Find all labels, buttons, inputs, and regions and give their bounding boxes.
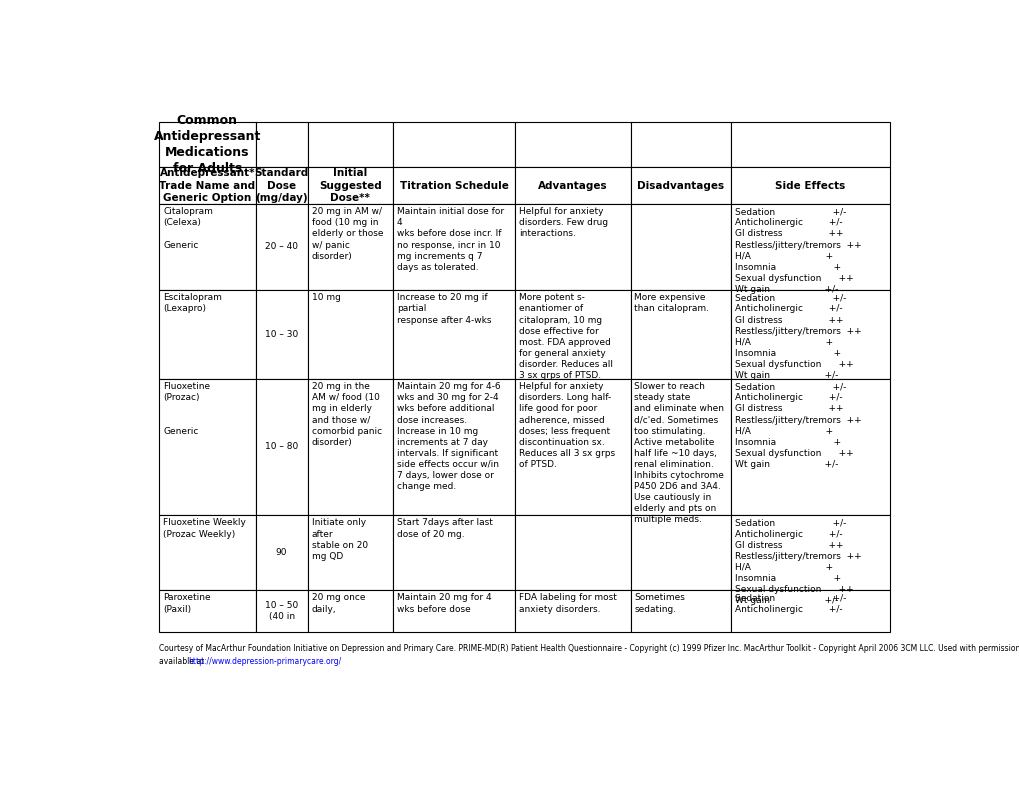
Text: Side Effects: Side Effects [774, 180, 845, 191]
Text: 10 – 50
(40 in: 10 – 50 (40 in [265, 600, 298, 621]
Bar [515, 590, 630, 631]
Text: Sedation                    +/-
Anticholinergic         +/-: Sedation +/- Anticholinergic +/- [734, 593, 845, 614]
Text: Fluoxetine
(Prozac)


Generic: Fluoxetine (Prozac) Generic [163, 382, 210, 436]
Bar [159, 379, 256, 515]
Bar [308, 122, 392, 167]
Bar [159, 203, 256, 290]
Text: FDA labeling for most
anxiety disorders.: FDA labeling for most anxiety disorders. [519, 593, 616, 614]
Text: Sometimes
sedating.: Sometimes sedating. [634, 593, 685, 614]
Text: 20 mg in AM w/
food (10 mg in
elderly or those
w/ panic
disorder): 20 mg in AM w/ food (10 mg in elderly or… [311, 207, 383, 261]
Bar [392, 290, 515, 379]
Text: Paroxetine
(Paxil): Paroxetine (Paxil) [163, 593, 211, 614]
Bar [515, 203, 630, 290]
Text: 10 mg: 10 mg [311, 293, 340, 303]
Text: Common
Antidepressant
Medications
for Adults: Common Antidepressant Medications for Ad… [154, 114, 261, 175]
Bar [515, 167, 630, 203]
Bar [392, 590, 515, 631]
Text: Escitalopram
(Lexapro): Escitalopram (Lexapro) [163, 293, 222, 314]
Bar [392, 379, 515, 515]
Text: Slower to reach
steady state
and eliminate when
d/c'ed. Sometimes
too stimulatin: Slower to reach steady state and elimina… [634, 382, 723, 525]
Bar [630, 590, 730, 631]
Text: Initial
Suggested
Dose**: Initial Suggested Dose** [319, 168, 381, 203]
Text: Start 7days after last
dose of 20 mg.: Start 7days after last dose of 20 mg. [396, 519, 492, 538]
Bar [159, 515, 256, 590]
Bar [515, 122, 630, 167]
Text: Titration Schedule: Titration Schedule [399, 180, 508, 191]
Text: Sedation                    +/-
Anticholinergic         +/-
GI distress         : Sedation +/- Anticholinergic +/- GI dist… [734, 382, 860, 469]
Bar [256, 515, 308, 590]
Text: Increase to 20 mg if
partial
response after 4-wks: Increase to 20 mg if partial response af… [396, 293, 491, 325]
Text: Maintain 20 mg for 4
wks before dose: Maintain 20 mg for 4 wks before dose [396, 593, 491, 614]
Bar [730, 167, 890, 203]
Text: Initiate only
after
stable on 20
mg QD: Initiate only after stable on 20 mg QD [311, 519, 367, 561]
Bar [308, 167, 392, 203]
Text: Sedation                    +/-
Anticholinergic         +/-
GI distress         : Sedation +/- Anticholinergic +/- GI dist… [734, 519, 860, 605]
Text: 10 – 30: 10 – 30 [265, 329, 298, 339]
Bar [630, 379, 730, 515]
Bar [256, 122, 308, 167]
Bar [308, 379, 392, 515]
Text: 20 mg once
daily,: 20 mg once daily, [311, 593, 365, 614]
Bar [256, 290, 308, 379]
Bar [630, 167, 730, 203]
Text: available at: available at [159, 657, 207, 666]
Text: 90: 90 [275, 548, 287, 557]
Bar [730, 515, 890, 590]
Text: Standard
Dose
(mg/day): Standard Dose (mg/day) [254, 168, 309, 203]
Text: Sedation                    +/-
Anticholinergic         +/-
GI distress         : Sedation +/- Anticholinergic +/- GI dist… [734, 207, 860, 294]
Bar [308, 515, 392, 590]
Bar [392, 122, 515, 167]
Text: http://www.depression-primarycare.org/: http://www.depression-primarycare.org/ [187, 657, 340, 666]
Text: Advantages: Advantages [538, 180, 607, 191]
Text: Maintain 20 mg for 4-6
wks and 30 mg for 2-4
wks before additional
dose increase: Maintain 20 mg for 4-6 wks and 30 mg for… [396, 382, 500, 491]
Text: Helpful for anxiety
disorders. Long half-
life good for poor
adherence, missed
d: Helpful for anxiety disorders. Long half… [519, 382, 614, 469]
Text: Citalopram
(Celexa)

Generic: Citalopram (Celexa) Generic [163, 207, 213, 250]
Text: Antidepressant*
Trade Name and
Generic Option: Antidepressant* Trade Name and Generic O… [159, 168, 255, 203]
Text: Helpful for anxiety
disorders. Few drug
interactions.: Helpful for anxiety disorders. Few drug … [519, 207, 608, 239]
Bar [308, 203, 392, 290]
Text: Fluoxetine Weekly
(Prozac Weekly): Fluoxetine Weekly (Prozac Weekly) [163, 519, 246, 538]
Bar [256, 590, 308, 631]
Bar [159, 122, 256, 167]
Bar [159, 590, 256, 631]
Bar [730, 590, 890, 631]
Text: More potent s-
enantiomer of
citalopram, 10 mg
dose effective for
most. FDA appr: More potent s- enantiomer of citalopram,… [519, 293, 612, 380]
Bar [256, 379, 308, 515]
Bar [730, 379, 890, 515]
Bar [256, 167, 308, 203]
Text: Disadvantages: Disadvantages [637, 180, 723, 191]
Bar [630, 203, 730, 290]
Bar [159, 167, 256, 203]
Bar [159, 290, 256, 379]
Bar [308, 290, 392, 379]
Bar [630, 122, 730, 167]
Text: Courtesy of MacArthur Foundation Initiative on Depression and Primary Care. PRIM: Courtesy of MacArthur Foundation Initiat… [159, 644, 1019, 652]
Bar [392, 203, 515, 290]
Bar [730, 290, 890, 379]
Bar [630, 290, 730, 379]
Text: 10 – 80: 10 – 80 [265, 442, 298, 452]
Bar [392, 515, 515, 590]
Text: Sedation                    +/-
Anticholinergic         +/-
GI distress         : Sedation +/- Anticholinergic +/- GI dist… [734, 293, 860, 380]
Bar [515, 515, 630, 590]
Text: Maintain initial dose for
4
wks before dose incr. If
no response, incr in 10
mg : Maintain initial dose for 4 wks before d… [396, 207, 503, 272]
Bar [392, 167, 515, 203]
Bar [630, 515, 730, 590]
Text: 20 mg in the
AM w/ food (10
mg in elderly
and those w/
comorbid panic
disorder): 20 mg in the AM w/ food (10 mg in elderl… [311, 382, 381, 447]
Bar [515, 379, 630, 515]
Bar [730, 203, 890, 290]
Bar [515, 290, 630, 379]
Text: More expensive
than citalopram.: More expensive than citalopram. [634, 293, 709, 314]
Bar [308, 590, 392, 631]
Bar [730, 122, 890, 167]
Bar [256, 203, 308, 290]
Text: 20 – 40: 20 – 40 [265, 242, 298, 251]
